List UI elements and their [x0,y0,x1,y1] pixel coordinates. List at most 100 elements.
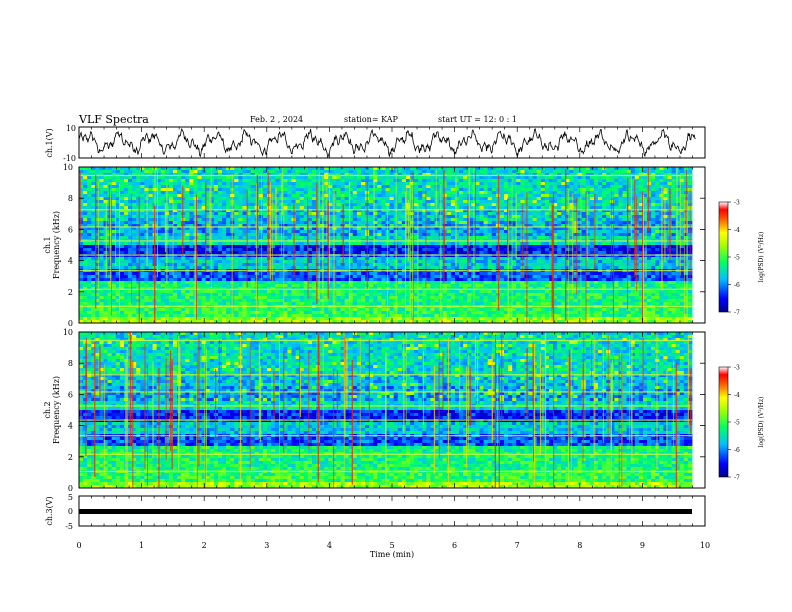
ch1-spec-cell [246,227,252,231]
ch1-spec-cell [381,221,386,225]
ch1-spec-cell [123,260,129,264]
ch1-spec-cell [242,251,247,255]
ch1-spec-cell [651,167,656,171]
ch1-spec-cell [328,227,333,231]
ch1-spec-cell [626,224,632,228]
ch1-spec-cell [561,194,566,198]
ch1-spec-cell [348,251,354,255]
ch1-spec-cell [459,230,464,234]
ch1-spec-cell [606,209,611,213]
ch1-spec-cell [573,173,578,177]
ch1-spec-cell [450,236,456,240]
ch1-spec-cell [487,218,493,222]
ch1-spec-cell [205,200,211,204]
ch1-spec-cell [675,188,681,192]
ch1-spec-cell [626,251,632,255]
ch1-spec-cell [483,263,489,267]
ch1-spec-cell [95,221,100,225]
ch1-spec-cell [651,203,656,207]
ch1-spec-cell [119,176,125,180]
ch1-spec-cell [450,215,456,219]
ch1-spec-cell [320,224,325,228]
ch1-spec-cell [234,218,239,222]
ch1-spec-cell [283,173,288,177]
ch1-spec-cell [630,257,636,261]
ch1-spec-cell [217,248,223,252]
ch1-spec-cell [275,200,280,204]
ch1-spec-cell [647,167,652,171]
ch1-spec-cell [536,233,542,237]
ch1-spec-cell [512,176,517,180]
ch1-spec-cell [479,221,484,225]
ch1-spec-cell [430,200,435,204]
ch1-spec-cell [295,236,301,240]
ch1-spec-cell [626,215,632,219]
ch1-spec-cell [320,185,325,189]
ch1-spec-cell [454,209,460,213]
ch1-spec-cell [397,257,403,261]
ch1-spec-cell [348,227,354,231]
ch1-spec-cell [602,200,607,204]
ch1-spec-cell [671,176,677,180]
ch1-spec-cell [230,167,235,171]
ch1-spec-cell [589,203,595,207]
ch1-spec-cell [495,173,501,177]
ch1-spec-cell [589,218,595,222]
ch1-spec-cell [369,263,374,267]
ch1-spec-cell [156,224,162,228]
ch1-spec-cell [630,242,636,246]
ch1-spec-cell [475,245,480,249]
ch1-spec-cell [528,248,534,252]
ch1-spec-cell [553,179,558,183]
ch1-spec-cell [581,200,587,204]
ch1-spec-cell [426,227,431,231]
ch1-spec-cell [156,197,162,201]
ch1-spec-cell [177,233,182,237]
ch1-spec-cell [520,170,525,174]
ch1-spec-cell [389,242,395,246]
ch1-spec-cell [148,209,153,213]
ch1-spec-cell [528,230,534,234]
ch1-spec-cell [516,209,521,213]
ch1-spec-cell [189,266,194,270]
ch1-spec-cell [328,245,333,249]
ch1-spec-cell [679,194,685,198]
ch1-spec-cell [201,224,207,228]
ch1-spec-cell [262,236,268,240]
ch1-spec-cell [160,200,166,204]
ch1-spec-cell [177,242,182,246]
ch1-spec-cell [160,263,166,267]
ch1-spec-cell [311,179,317,183]
ch1-spec-cell [287,230,292,234]
ch1-spec-cell [381,191,386,195]
ch1-spec-cell [307,263,313,267]
ch1-spec-cell [271,260,276,264]
ch1-spec-cell [128,194,133,198]
ch1-spec-cell [156,260,162,264]
ch1-spec-cell [242,185,247,189]
ch1-spec-cell [226,218,231,222]
ch1-spec-cell [483,260,489,264]
ch1-spec-cell [638,251,644,255]
ch1-spec-cell [185,176,190,180]
ch1-spec-cell [209,200,215,204]
ch1-spec-cell [475,185,480,189]
ch1-spec-cell [614,191,619,195]
ch1-spec-cell [360,167,366,171]
ch1-spec-cell [87,260,92,264]
ch1-spec-cell [87,242,92,246]
ch1-spec-cell [107,194,113,198]
ch1-spec-cell [593,197,599,201]
ch1-spec-cell [446,179,452,183]
ch1-spec-cell [532,206,538,210]
ch1-spec-cell [320,167,325,171]
ch1-spec-cell [626,257,632,261]
ch1-spec-cell [226,242,231,246]
ch1-spec-cell [479,185,484,189]
ch1-spec-cell [573,242,578,246]
ch1-spec-cell [123,206,129,210]
ch1-spec-cell [115,209,121,213]
ch1-spec-cell [647,203,652,207]
ch1-spec-cell [201,173,207,177]
ch1-spec-cell [536,170,542,174]
